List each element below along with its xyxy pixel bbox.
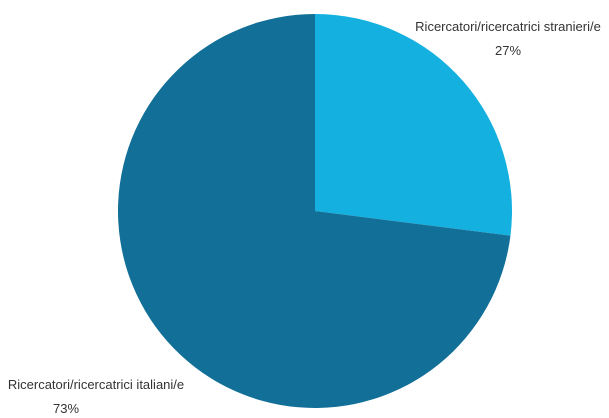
slice-label-foreign: Ricercatori/ricercatrici stranieri/e xyxy=(415,19,601,34)
pie-slice-italian xyxy=(118,14,511,408)
slice-value-italian: 73% xyxy=(53,401,79,416)
slice-value-foreign: 27% xyxy=(495,43,521,58)
pie-slice-foreign xyxy=(315,14,512,236)
pie-slices xyxy=(118,14,512,408)
slice-label-italian: Ricercatori/ricercatrici italiani/e xyxy=(8,377,184,392)
